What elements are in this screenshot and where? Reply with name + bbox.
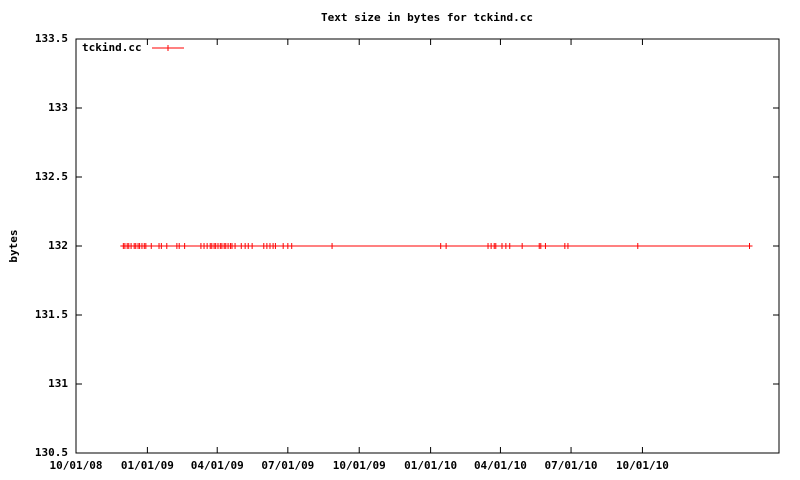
point	[492, 243, 499, 249]
chart-title: Text size in bytes for tckind.cc	[321, 11, 533, 24]
point	[746, 243, 753, 249]
x-tick-label: 01/01/10	[404, 459, 457, 472]
x-tick-label: 04/01/09	[191, 459, 244, 472]
y-tick-label: 130.5	[35, 446, 68, 459]
point	[506, 243, 513, 249]
point	[564, 243, 571, 249]
y-tick-label: 131	[48, 377, 68, 390]
y-tick-label: 131.5	[35, 308, 68, 321]
point	[176, 243, 183, 249]
point	[443, 243, 450, 249]
legend-label: tckind.cc	[82, 41, 142, 54]
point	[163, 243, 170, 249]
point	[142, 243, 149, 249]
point	[437, 243, 444, 249]
point	[158, 243, 165, 249]
point	[634, 243, 641, 249]
point	[148, 243, 155, 249]
point	[519, 243, 526, 249]
x-tick-label: 04/01/10	[474, 459, 527, 472]
x-tick-label: 07/01/10	[545, 459, 598, 472]
point	[232, 243, 239, 249]
legend-swatch	[152, 45, 184, 51]
y-tick-label: 133	[48, 101, 68, 114]
point	[542, 243, 549, 249]
point	[249, 243, 256, 249]
point	[181, 243, 188, 249]
x-tick-label: 10/01/10	[616, 459, 669, 472]
x-tick-label: 01/01/09	[121, 459, 174, 472]
y-axis-label: bytes	[7, 229, 20, 262]
point	[272, 243, 279, 249]
point	[288, 243, 295, 249]
y-tick-label: 133.5	[35, 32, 68, 45]
x-tick-label: 07/01/09	[261, 459, 314, 472]
y-tick-label: 132.5	[35, 170, 68, 183]
point	[329, 243, 336, 249]
y-tick-label: 132	[48, 239, 68, 252]
x-tick-label: 10/01/09	[333, 459, 386, 472]
x-tick-label: 10/01/08	[50, 459, 103, 472]
